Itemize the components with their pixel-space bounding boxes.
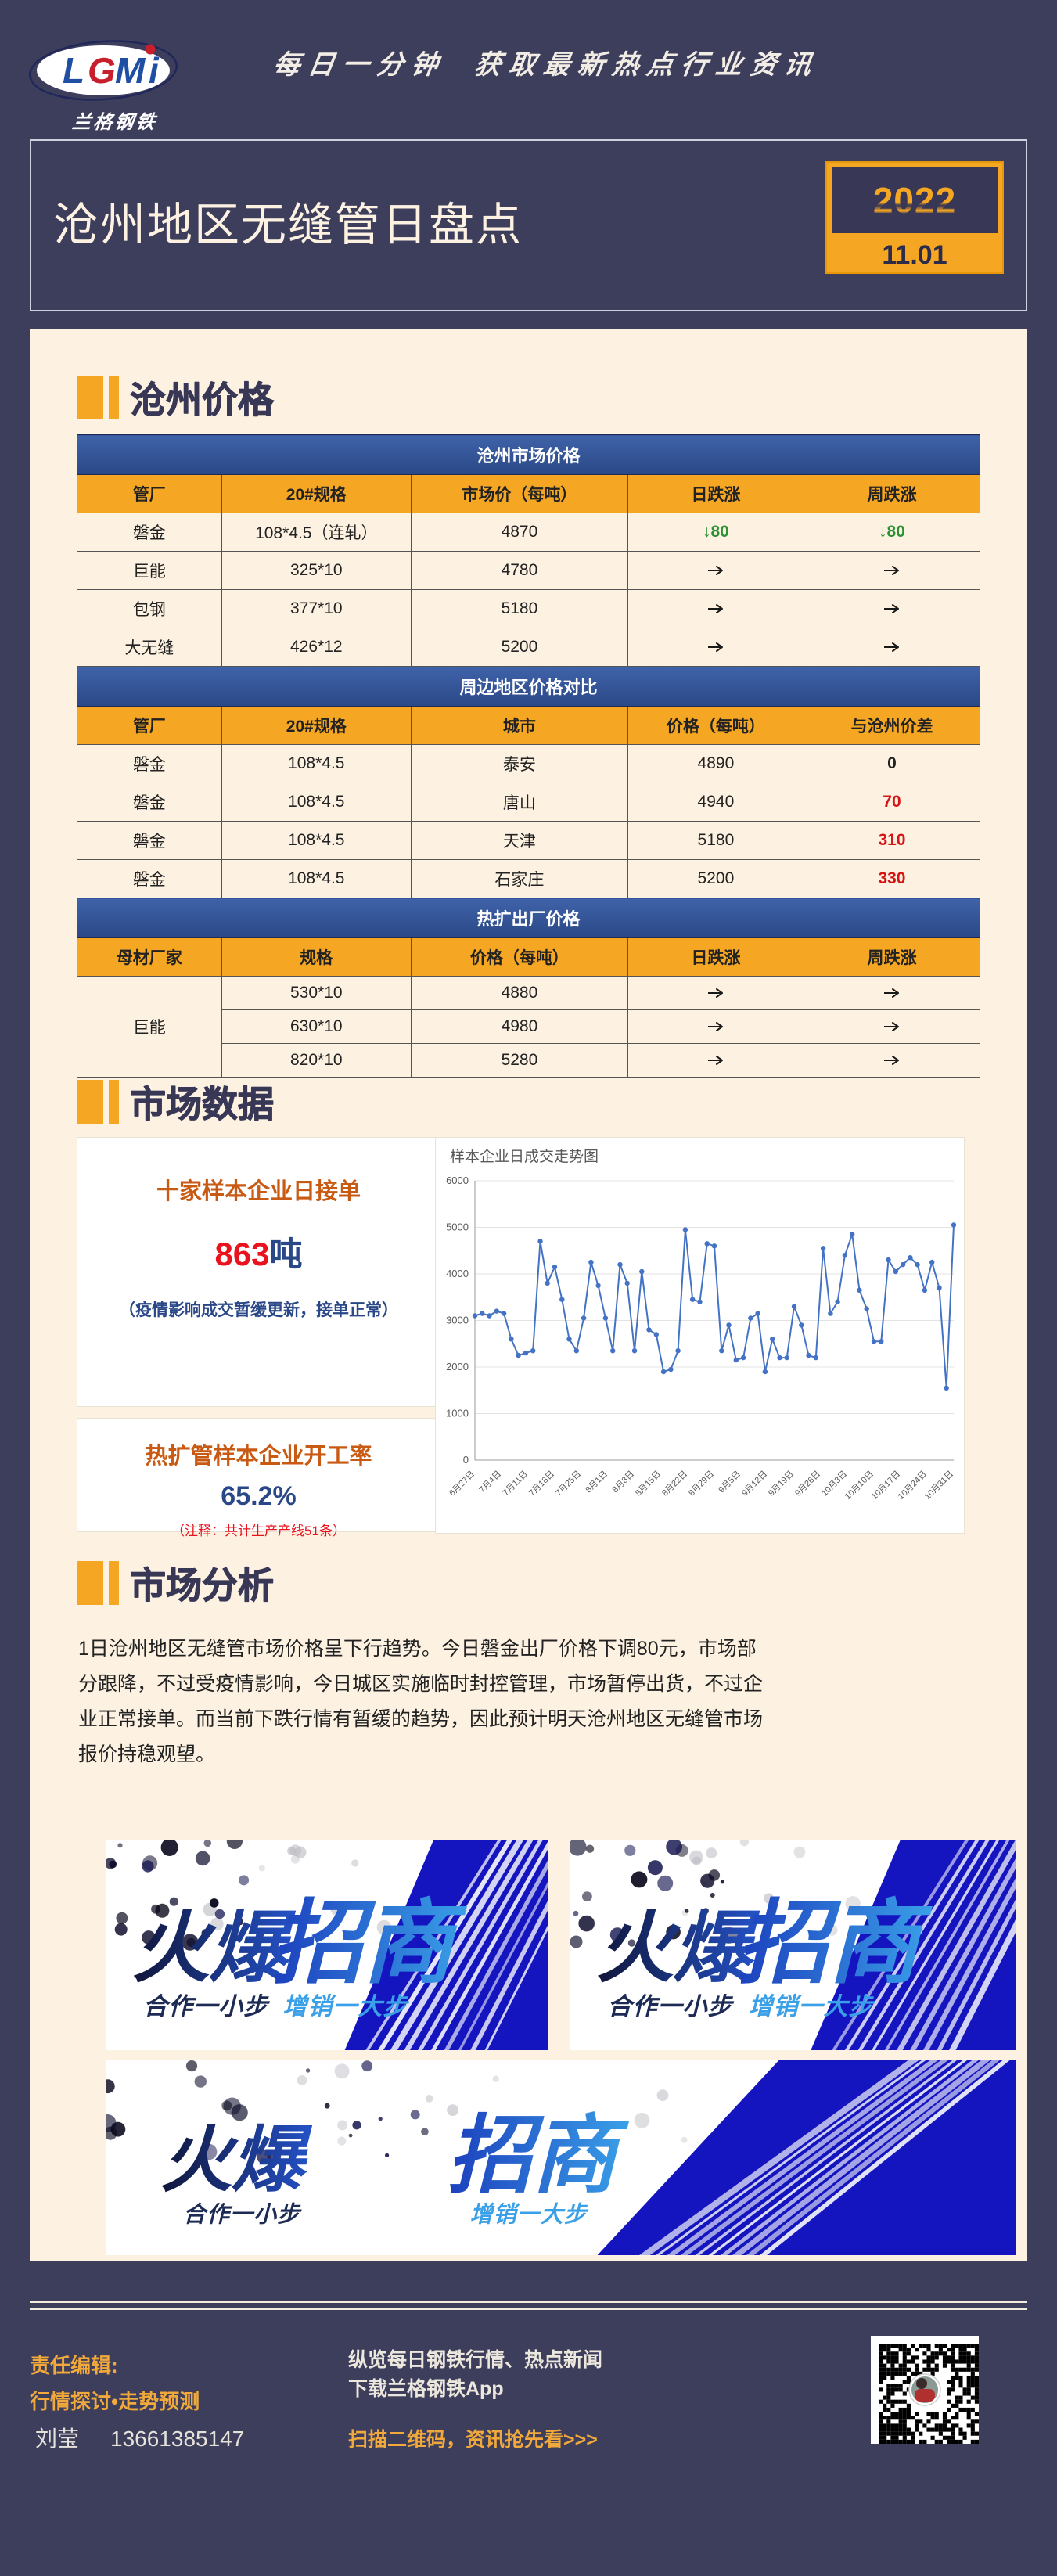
- svg-text:6月27日: 6月27日: [448, 1470, 476, 1498]
- svg-text:7月25日: 7月25日: [554, 1470, 583, 1498]
- svg-text:3000: 3000: [446, 1315, 469, 1326]
- svg-text:5000: 5000: [446, 1221, 469, 1233]
- svg-text:8月29日: 8月29日: [687, 1470, 716, 1498]
- svg-text:2000: 2000: [446, 1361, 469, 1373]
- svg-text:9月5日: 9月5日: [717, 1470, 742, 1495]
- svg-text:10月31日: 10月31日: [923, 1470, 955, 1502]
- svg-text:招商: 招商: [448, 2108, 630, 2204]
- svg-text:招商: 招商: [271, 1892, 467, 1995]
- svg-text:1000: 1000: [446, 1408, 469, 1419]
- svg-text:8月8日: 8月8日: [610, 1470, 636, 1495]
- svg-text:7月18日: 7月18日: [527, 1470, 556, 1498]
- svg-text:合作一小步: 合作一小步: [143, 1992, 270, 2020]
- svg-text:合作一小步: 合作一小步: [183, 2202, 302, 2228]
- svg-text:增销一大步: 增销一大步: [282, 1992, 409, 2020]
- svg-text:9月26日: 9月26日: [793, 1470, 822, 1498]
- svg-text:9月12日: 9月12日: [740, 1470, 769, 1498]
- svg-text:M: M: [115, 50, 146, 91]
- svg-text:G: G: [88, 50, 116, 91]
- svg-text:增销一大步: 增销一大步: [470, 2202, 589, 2228]
- svg-text:0: 0: [463, 1454, 469, 1466]
- svg-text:6000: 6000: [446, 1175, 469, 1186]
- svg-text:L: L: [63, 50, 84, 91]
- svg-text:8月1日: 8月1日: [584, 1470, 609, 1495]
- svg-text:8月15日: 8月15日: [634, 1470, 663, 1498]
- svg-text:7月11日: 7月11日: [502, 1470, 530, 1498]
- svg-text:合作一小步: 合作一小步: [608, 1992, 735, 2020]
- svg-text:招商: 招商: [737, 1892, 933, 1995]
- svg-text:7月4日: 7月4日: [477, 1470, 503, 1495]
- svg-text:i: i: [149, 50, 160, 91]
- svg-text:4000: 4000: [446, 1268, 469, 1279]
- svg-text:火爆: 火爆: [160, 2121, 313, 2200]
- svg-text:火爆: 火爆: [596, 1905, 760, 1991]
- svg-text:9月19日: 9月19日: [767, 1470, 796, 1498]
- svg-text:样本企业日成交走势图: 样本企业日成交走势图: [450, 1148, 599, 1165]
- svg-text:增销一大步: 增销一大步: [748, 1992, 875, 2020]
- svg-text:8月22日: 8月22日: [660, 1470, 689, 1498]
